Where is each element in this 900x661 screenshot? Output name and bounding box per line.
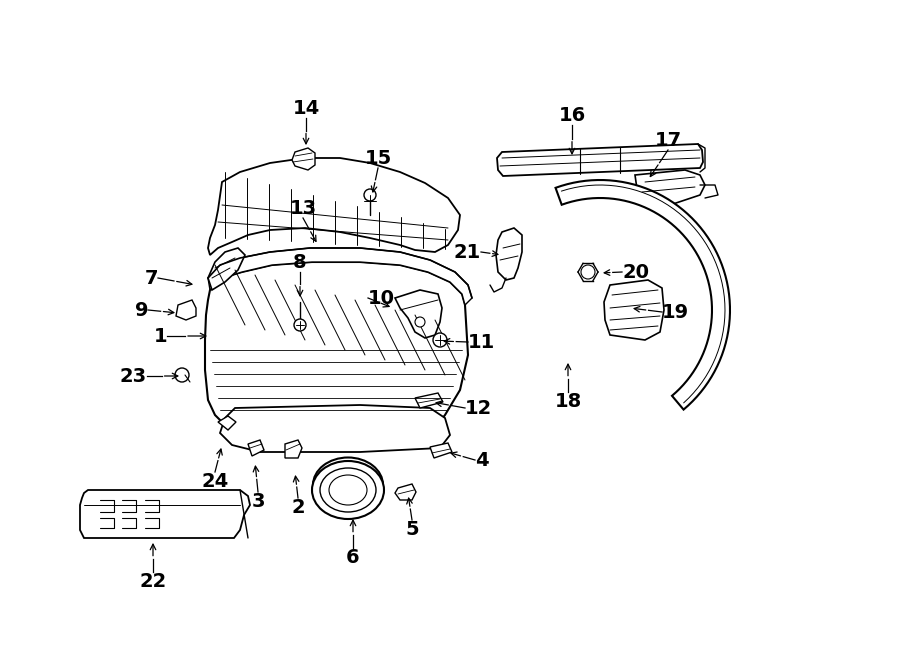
Ellipse shape xyxy=(320,464,375,506)
Text: 6: 6 xyxy=(346,548,360,567)
Ellipse shape xyxy=(320,468,376,512)
Polygon shape xyxy=(80,490,250,538)
Ellipse shape xyxy=(329,475,367,505)
Text: 24: 24 xyxy=(202,472,229,491)
Polygon shape xyxy=(220,405,450,452)
Text: 13: 13 xyxy=(290,199,317,218)
Polygon shape xyxy=(208,248,472,305)
Polygon shape xyxy=(415,393,443,408)
Polygon shape xyxy=(497,144,703,176)
Text: 12: 12 xyxy=(465,399,492,418)
Text: 1: 1 xyxy=(153,327,167,346)
Polygon shape xyxy=(292,148,315,170)
Text: 16: 16 xyxy=(558,106,586,125)
Text: 10: 10 xyxy=(368,288,395,307)
Polygon shape xyxy=(285,440,302,458)
Text: 3: 3 xyxy=(251,492,265,511)
Text: 7: 7 xyxy=(145,268,158,288)
Polygon shape xyxy=(555,180,730,410)
Polygon shape xyxy=(395,484,416,500)
Text: 15: 15 xyxy=(364,149,392,168)
Text: 21: 21 xyxy=(454,243,481,262)
Text: 2: 2 xyxy=(292,498,305,517)
Circle shape xyxy=(581,265,595,279)
Ellipse shape xyxy=(313,457,383,512)
Text: 19: 19 xyxy=(662,303,689,321)
Polygon shape xyxy=(635,170,705,208)
Text: 9: 9 xyxy=(134,301,148,319)
Text: 22: 22 xyxy=(140,572,166,591)
Text: 17: 17 xyxy=(654,131,681,150)
Text: 5: 5 xyxy=(405,520,418,539)
Polygon shape xyxy=(248,440,264,456)
Text: 11: 11 xyxy=(468,332,495,352)
Circle shape xyxy=(294,319,306,331)
Text: 8: 8 xyxy=(293,253,307,272)
Text: 20: 20 xyxy=(622,262,649,282)
Text: 4: 4 xyxy=(475,451,489,469)
Polygon shape xyxy=(208,248,245,290)
Polygon shape xyxy=(496,228,522,280)
Circle shape xyxy=(175,368,189,382)
Circle shape xyxy=(433,333,447,347)
Circle shape xyxy=(364,189,376,201)
Polygon shape xyxy=(208,158,460,255)
Circle shape xyxy=(415,317,425,327)
Polygon shape xyxy=(205,262,468,448)
Text: 14: 14 xyxy=(292,99,320,118)
Polygon shape xyxy=(604,280,664,340)
Ellipse shape xyxy=(312,461,384,519)
Polygon shape xyxy=(218,416,236,430)
Polygon shape xyxy=(176,300,196,320)
Polygon shape xyxy=(395,290,442,338)
Text: 23: 23 xyxy=(120,366,147,385)
Text: 18: 18 xyxy=(554,392,581,411)
Polygon shape xyxy=(430,443,452,458)
